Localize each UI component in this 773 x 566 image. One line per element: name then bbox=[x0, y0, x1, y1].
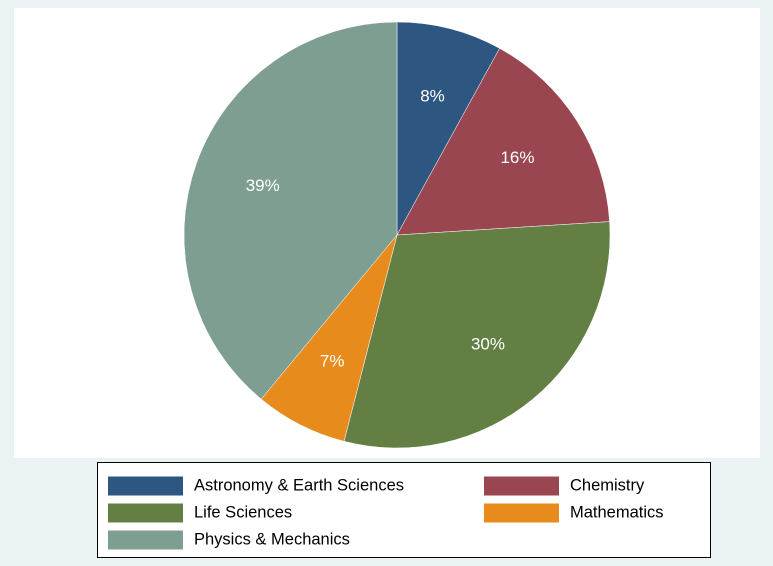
pie-slice bbox=[183, 21, 398, 400]
value-label: 30% bbox=[471, 334, 505, 353]
pie-slice bbox=[396, 21, 500, 236]
value-label: 7% bbox=[320, 352, 345, 371]
value-label: 8% bbox=[420, 86, 445, 105]
value-label: 39% bbox=[246, 176, 280, 195]
legend-label: Life Sciences bbox=[194, 503, 292, 521]
legend-swatch bbox=[484, 476, 559, 496]
pie-slice bbox=[343, 221, 611, 449]
legend-swatch bbox=[484, 503, 559, 523]
pie-slice bbox=[396, 48, 610, 236]
legend-swatch bbox=[108, 476, 183, 496]
legend bbox=[97, 462, 711, 558]
legend-label: Chemistry bbox=[570, 476, 645, 494]
legend-label: Astronomy & Earth Sciences bbox=[194, 476, 404, 494]
legend-swatch bbox=[108, 530, 183, 550]
legend-label: Physics & Mechanics bbox=[194, 530, 350, 548]
legend-label: Mathematics bbox=[570, 503, 664, 521]
legend-swatch bbox=[108, 503, 183, 523]
value-label: 16% bbox=[500, 148, 534, 167]
